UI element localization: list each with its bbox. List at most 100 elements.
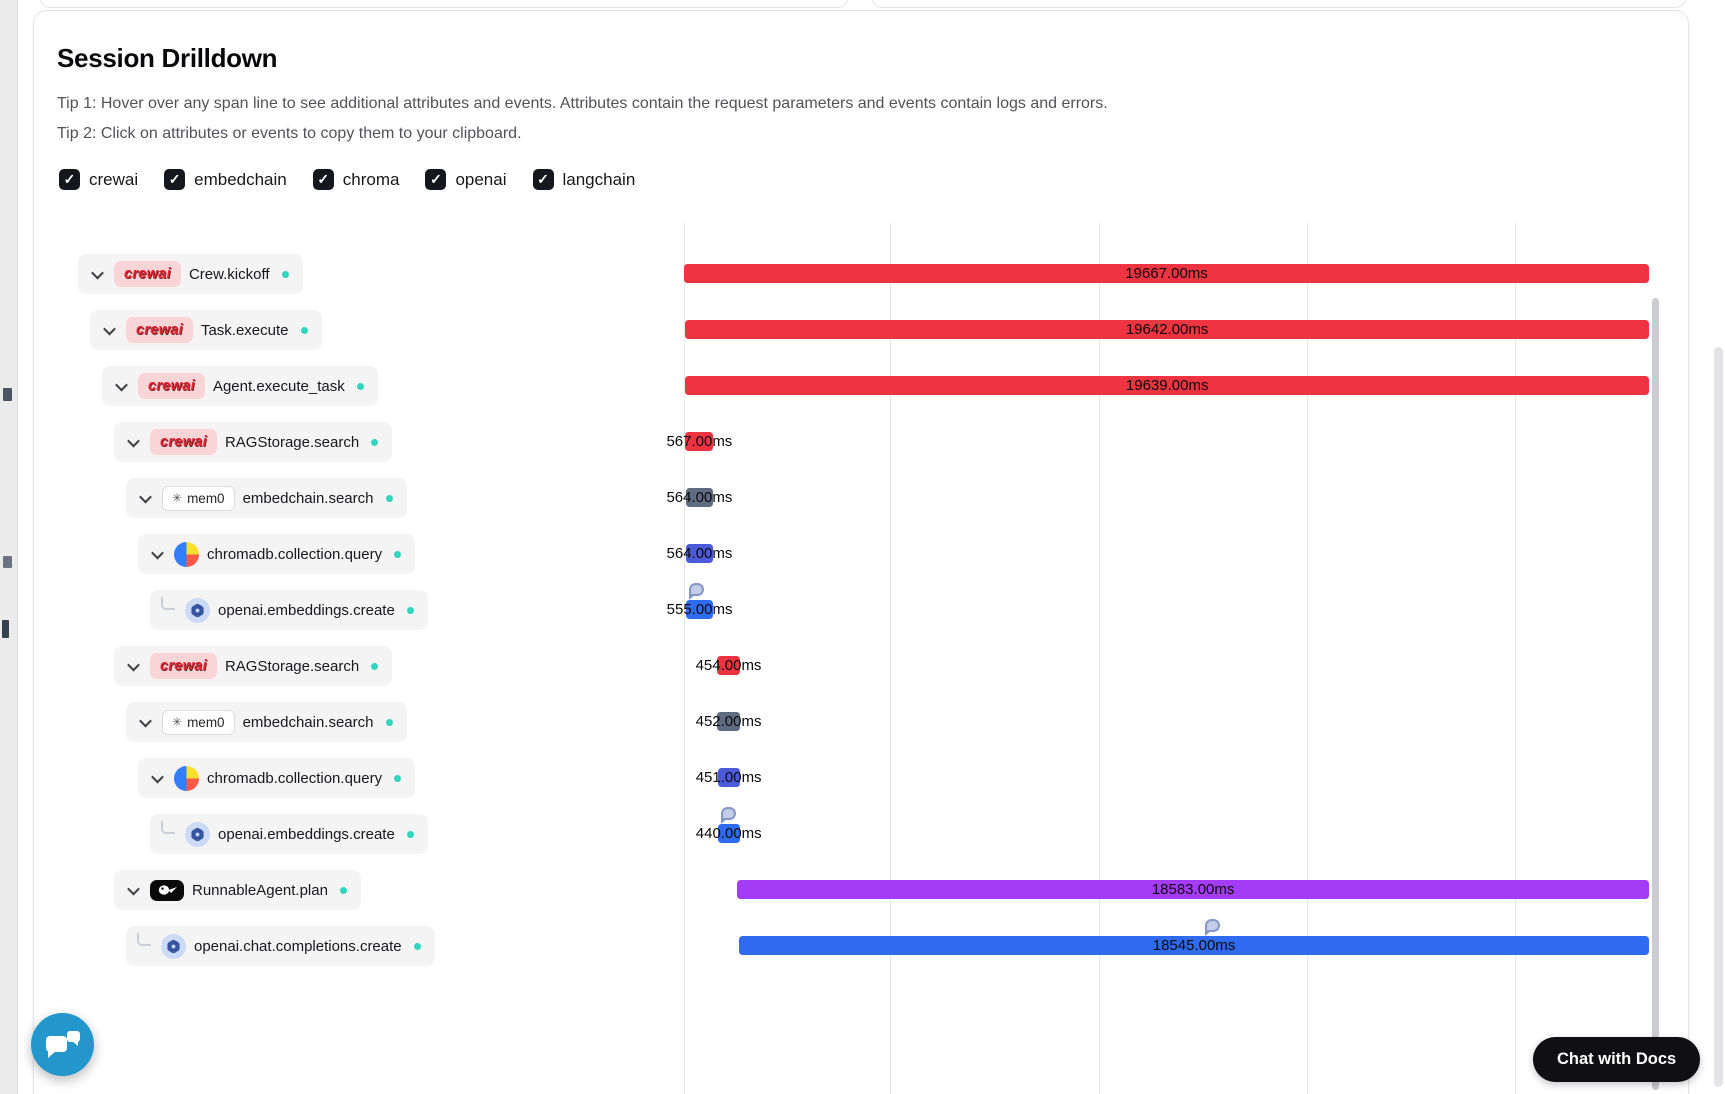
span-bar[interactable] [717, 712, 740, 731]
span-row: chromadb.collection.query 451.00ms [34, 750, 1688, 806]
span-label[interactable]: crewai Task.execute [90, 310, 322, 350]
span-label[interactable]: ✳ mem0 embedchain.search [126, 702, 407, 742]
span-bar[interactable] [685, 544, 714, 563]
vendor-filter-crewai[interactable]: ✓ crewai [59, 169, 138, 190]
tree-connector-icon [161, 596, 175, 610]
status-dot [394, 774, 402, 782]
span-duration: 452.00ms [695, 713, 762, 730]
span-label[interactable]: crewai RAGStorage.search [114, 646, 393, 686]
top-card-stub-right [871, 0, 1687, 8]
page-title: Session Drilldown [57, 43, 278, 73]
vendor-filter-langchain[interactable]: ✓ langchain [532, 169, 635, 190]
status-dot [406, 830, 414, 838]
trace-waterfall: crewai Crew.kickoff 19667.00ms crewai Task.e… [34, 223, 1688, 1094]
openai-logo [185, 597, 210, 623]
mem0-gear-icon: ✳ [172, 715, 183, 729]
crewai-logo: crewai [138, 373, 205, 399]
span-name: embedchain.search [242, 713, 374, 731]
checkbox-checked-icon[interactable]: ✓ [164, 169, 186, 190]
chevron-down-icon[interactable] [136, 713, 154, 731]
gridline [1307, 223, 1308, 1094]
span-duration: 440.00ms [695, 825, 762, 842]
span-label[interactable]: ✳ mem0 embedchain.search [126, 478, 407, 518]
status-dot [385, 494, 393, 502]
span-label[interactable]: openai.embeddings.create [150, 814, 428, 854]
span-bar[interactable] [685, 600, 714, 619]
span-bar[interactable] [685, 488, 714, 507]
span-duration: 564.00ms [666, 545, 733, 562]
span-label[interactable]: openai.chat.completions.create [126, 926, 435, 966]
status-dot [371, 438, 379, 446]
checkbox-checked-icon[interactable]: ✓ [59, 169, 80, 190]
span-bar[interactable] [717, 824, 740, 843]
crewai-logo: crewai [126, 317, 193, 343]
chevron-down-icon[interactable] [112, 377, 130, 395]
span-label[interactable]: crewai Crew.kickoff [78, 254, 303, 294]
mem0-label: mem0 [187, 714, 225, 730]
chevron-down-icon[interactable] [148, 545, 166, 563]
page-scrollbar[interactable] [1714, 347, 1723, 1087]
events-bubble-icon[interactable] [720, 807, 736, 824]
span-row: crewai Task.execute 19642.00ms [34, 302, 1688, 358]
tip-1-text: Tip 1: Hover over any span line to see a… [57, 95, 1108, 112]
events-bubble-icon[interactable] [1205, 919, 1221, 936]
span-label[interactable]: crewai RAGStorage.search [114, 422, 393, 462]
chevron-down-icon[interactable] [100, 321, 118, 339]
span-label[interactable]: crewai Agent.execute_task [102, 366, 378, 406]
openai-logo [185, 821, 210, 847]
chevron-down-icon[interactable] [124, 433, 142, 451]
span-duration: 19642.00ms [1125, 321, 1209, 338]
span-name: RAGStorage.search [224, 657, 360, 675]
tip-2-text: Tip 2: Click on attributes or events to … [57, 125, 522, 142]
span-name: openai.embeddings.create [218, 825, 395, 843]
vendor-filter-label: openai [455, 169, 507, 189]
chat-with-docs-button[interactable]: Chat with Docs [1533, 1037, 1701, 1082]
span-bar[interactable] [685, 432, 714, 451]
span-label[interactable]: chromadb.collection.query [138, 534, 416, 574]
crewai-logo: crewai [114, 261, 181, 287]
vendor-filter-embedchain[interactable]: ✓ embedchain [164, 169, 287, 190]
span-bar[interactable] [685, 320, 1649, 339]
status-dot [413, 942, 421, 950]
span-bar[interactable] [684, 264, 1649, 283]
mem0-label: mem0 [187, 490, 225, 506]
span-label[interactable]: openai.embeddings.create [150, 590, 428, 630]
span-bar[interactable] [737, 880, 1649, 899]
span-name: Task.execute [200, 321, 289, 339]
span-duration: 555.00ms [666, 601, 733, 618]
vendor-filter-bar: ✓ crewai ✓ embedchain ✓ chroma ✓ openai ✓ langcha… [59, 169, 635, 190]
span-bar[interactable] [717, 656, 740, 675]
vendor-filter-chroma[interactable]: ✓ chroma [312, 169, 400, 190]
status-dot [371, 662, 379, 670]
span-label[interactable]: RunnableAgent.plan [114, 870, 361, 910]
span-label[interactable]: chromadb.collection.query [138, 758, 416, 798]
vendor-filter-label: embedchain [194, 169, 287, 189]
span-row: RunnableAgent.plan 18583.00ms [34, 862, 1688, 918]
checkbox-checked-icon[interactable]: ✓ [312, 169, 334, 190]
span-duration: 564.00ms [666, 489, 733, 506]
chat-widget-button[interactable] [31, 1013, 94, 1076]
vendor-filter-label: chroma [342, 169, 400, 189]
gridline [1515, 223, 1516, 1094]
chevron-down-icon[interactable] [124, 657, 142, 675]
chevron-down-icon[interactable] [124, 881, 142, 899]
chevron-down-icon[interactable] [136, 489, 154, 507]
mem0-badge: ✳ mem0 [162, 709, 235, 735]
span-row: chromadb.collection.query 564.00ms [34, 526, 1688, 582]
checkbox-checked-icon[interactable]: ✓ [425, 169, 447, 190]
waterfall-scrollbar[interactable] [1652, 298, 1659, 1090]
span-row: crewai RAGStorage.search 454.00ms [34, 638, 1688, 694]
span-row: crewai Crew.kickoff 19667.00ms [34, 246, 1688, 302]
vendor-filter-openai[interactable]: ✓ openai [425, 169, 507, 190]
span-bar[interactable] [717, 768, 740, 787]
span-bar[interactable] [739, 936, 1649, 955]
gridline [1099, 223, 1100, 1094]
chevron-down-icon[interactable] [148, 769, 166, 787]
left-edge-panel [0, 0, 18, 1094]
span-bar[interactable] [685, 376, 1649, 395]
gridline [890, 223, 891, 1094]
checkbox-checked-icon[interactable]: ✓ [532, 169, 554, 190]
chevron-down-icon[interactable] [88, 265, 106, 283]
events-bubble-icon[interactable] [688, 583, 704, 600]
